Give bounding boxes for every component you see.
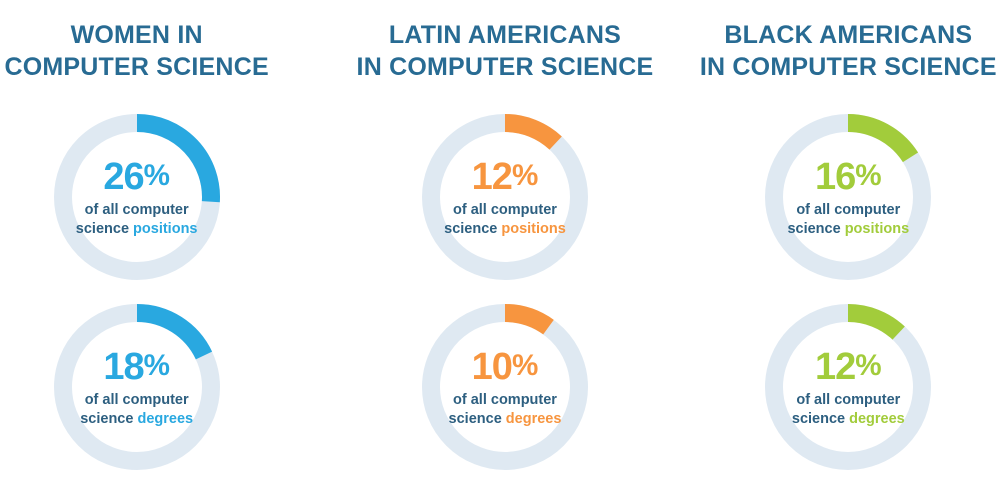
- group-title-line1: WOMEN IN: [70, 21, 203, 49]
- percent-value: 12%: [815, 345, 882, 388]
- group-title-black-americans: BLACK AMERICANS IN COMPUTER SCIENCE: [700, 20, 997, 86]
- donut-chart-latin-americans-positions: 12% of all computer science positions: [421, 114, 588, 280]
- donut-ring-icon: [421, 114, 588, 280]
- percent-value: 12%: [471, 155, 539, 198]
- highlight-word: degrees: [505, 410, 562, 427]
- donut-ring-icon: [765, 114, 932, 280]
- highlight-word: positions: [501, 220, 566, 237]
- donut-ring-icon: [53, 114, 220, 280]
- percent-description: of all computer science positions: [787, 201, 910, 237]
- group-title-line1: BLACK AMERICANS: [724, 21, 973, 49]
- highlight-word: degrees: [849, 410, 905, 427]
- percent-value: 10%: [471, 345, 539, 388]
- group-black-americans: BLACK AMERICANS IN COMPUTER SCIENCE 16% …: [667, 0, 1000, 499]
- donut-chart-women-positions: 26% of all computer science positions: [53, 114, 220, 280]
- group-title-line2: COMPUTER SCIENCE: [4, 52, 269, 81]
- highlight-word: positions: [133, 220, 198, 237]
- donut-ring-icon: [53, 304, 220, 470]
- percent-description: of all computer science degrees: [791, 391, 905, 427]
- percent-value: 26%: [103, 155, 170, 198]
- group-women: WOMEN IN COMPUTER SCIENCE 26% of all com…: [0, 0, 333, 499]
- highlight-word: positions: [844, 220, 910, 237]
- donut-chart-black-americans-positions: 16% of all computer science positions: [765, 114, 932, 280]
- group-title-line1: LATIN AMERICANS: [388, 21, 622, 49]
- group-title-line2: IN COMPUTER SCIENCE: [699, 52, 997, 81]
- percent-value: 16%: [815, 155, 882, 198]
- highlight-word: degrees: [137, 410, 194, 427]
- donut-ring-icon: [765, 304, 932, 470]
- donut-chart-black-americans-degrees: 12% of all computer science degrees: [765, 304, 932, 470]
- group-latin-americans: LATIN AMERICANS IN COMPUTER SCIENCE 12% …: [333, 0, 666, 499]
- group-title-women: WOMEN IN COMPUTER SCIENCE: [4, 20, 268, 86]
- donut-chart-latin-americans-degrees: 10% of all computer science degrees: [421, 304, 588, 470]
- percent-description: of all computer science positions: [444, 201, 566, 237]
- donut-ring-icon: [421, 304, 588, 470]
- percent-description: of all computer science degrees: [80, 391, 194, 427]
- donut-chart-women-degrees: 18% of all computer science degrees: [53, 304, 220, 470]
- percent-description: of all computer science degrees: [448, 391, 562, 427]
- percent-description: of all computer science positions: [75, 201, 198, 237]
- group-title-line2: IN COMPUTER SCIENCE: [356, 52, 654, 81]
- percent-value: 18%: [103, 345, 170, 388]
- group-title-latin-americans: LATIN AMERICANS IN COMPUTER SCIENCE: [357, 20, 654, 86]
